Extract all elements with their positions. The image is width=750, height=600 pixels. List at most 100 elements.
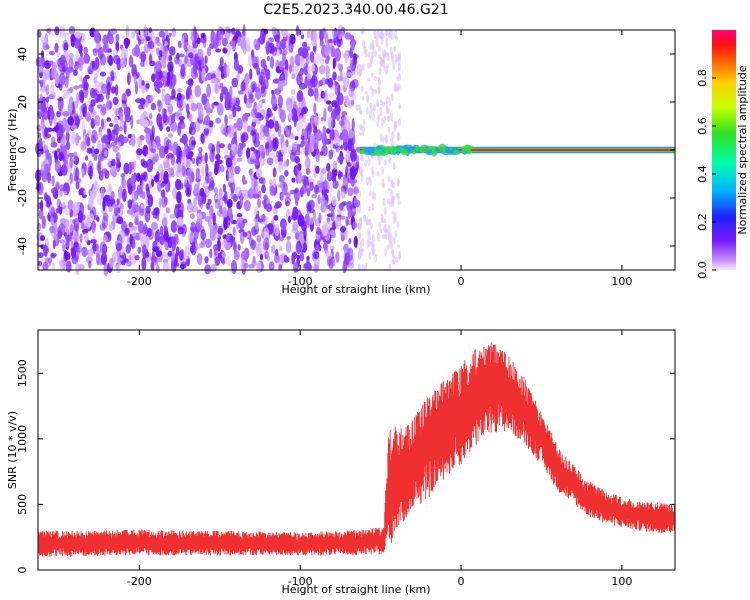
spectrogram-cell xyxy=(362,39,365,49)
spectrogram-cell xyxy=(47,26,52,35)
spectrogram-cell xyxy=(377,113,381,122)
spectrogram-cell xyxy=(372,248,376,254)
spectrogram-cell xyxy=(43,112,49,121)
spectrogram-cell xyxy=(374,50,378,57)
spectrogram-cell xyxy=(332,57,336,70)
spectrogram-cell xyxy=(193,197,197,207)
spectrogram-cell xyxy=(320,194,325,208)
spectrogram-cell xyxy=(278,60,284,71)
spectrogram-cell xyxy=(190,222,197,233)
snr-x-ticks: -200 -100 0 100 xyxy=(127,330,632,588)
spectrogram-cell xyxy=(181,162,185,176)
spectrogram-cell xyxy=(58,151,64,162)
spectrogram-cell xyxy=(40,235,46,242)
spectrogram-cell xyxy=(110,86,116,94)
spectrogram-cell xyxy=(270,44,275,54)
spectrogram-cell xyxy=(102,34,109,46)
spectrogram-cell xyxy=(280,80,288,86)
spectrogram-cell xyxy=(384,234,388,240)
spectrogram-cell xyxy=(207,216,212,228)
spectrogram-cell xyxy=(213,82,220,95)
spectrogram-cell xyxy=(106,160,111,167)
spectrogram-cell xyxy=(167,133,174,138)
spectrogram-cell xyxy=(134,254,140,261)
spectrogram-cell xyxy=(284,45,292,51)
spectrogram-cell xyxy=(220,124,227,135)
spectrogram-cell xyxy=(218,64,224,71)
spectrogram-cell xyxy=(395,256,399,263)
spectrogram-cell xyxy=(73,201,80,215)
spectrogram-cell xyxy=(263,227,270,238)
spectrogram-cell xyxy=(209,205,214,219)
spectrogram-cell xyxy=(177,162,182,174)
spectrogram-cell xyxy=(379,99,383,106)
spectrogram-cell xyxy=(146,158,154,173)
spectrogram-cell xyxy=(161,108,167,121)
spectrogram-cell xyxy=(74,39,81,49)
spectrogram-cell xyxy=(344,49,349,64)
spectrogram-cell xyxy=(291,227,299,233)
spectrogram-cell xyxy=(319,37,324,47)
spectrogram-cell xyxy=(152,246,159,252)
spectrogram-cell xyxy=(68,218,74,233)
spectrogram-cell xyxy=(376,170,380,177)
spectrogram-cell xyxy=(195,192,200,201)
snr-frame xyxy=(37,329,676,571)
spectrogram-cell xyxy=(299,143,304,148)
spectrogram-cell xyxy=(385,96,389,105)
spectrogram-cell xyxy=(121,92,128,101)
signal-blob xyxy=(374,149,383,157)
spectrogram-cell xyxy=(294,136,299,141)
spectrogram-cell xyxy=(274,34,280,43)
spectrogram-cell xyxy=(250,107,258,119)
spectrogram-cell xyxy=(368,252,372,260)
spectrogram-cell xyxy=(351,118,355,132)
spectrogram-cell xyxy=(198,146,203,154)
spectrogram-cell xyxy=(281,28,289,38)
spectrogram-cell xyxy=(150,94,154,102)
spectrogram-cell xyxy=(252,130,257,144)
spectrogram-cell xyxy=(277,156,282,163)
spectrogram-cell xyxy=(256,261,262,274)
spectrogram-cell xyxy=(77,56,85,66)
spectrogram-cell xyxy=(233,35,239,41)
spectrogram-cell xyxy=(82,120,86,133)
spectrogram-cell xyxy=(80,140,87,151)
spectrogram-cell xyxy=(145,83,150,89)
spectrogram-cell xyxy=(398,250,402,260)
spectrogram-cell xyxy=(386,63,390,69)
spectrogram-cell xyxy=(44,127,49,137)
spectrogram-cell xyxy=(369,102,373,108)
spectrogram-cell xyxy=(337,63,343,69)
spectrogram-cell xyxy=(201,93,208,106)
y-tick-label: 0 xyxy=(16,147,29,154)
spectrogram-cell xyxy=(196,213,202,219)
spectrogram-cell xyxy=(390,140,394,146)
spectrogram-cell xyxy=(221,86,228,95)
spectrogram-cell xyxy=(320,116,325,122)
spectrogram-cell xyxy=(156,213,160,221)
spectrogram-cell xyxy=(259,146,263,154)
spectrogram-cell xyxy=(369,85,373,91)
spectrogram-cell xyxy=(119,57,127,68)
spectrogram-cell xyxy=(145,30,149,35)
spectrogram-cell xyxy=(115,40,120,52)
spectrogram-cell xyxy=(383,159,387,167)
spectrogram-cell xyxy=(328,38,335,43)
spectrogram-cell xyxy=(229,236,236,243)
spectrogram-cell xyxy=(291,252,296,265)
spectrogram-cell xyxy=(350,99,355,106)
spectrogram-cell xyxy=(398,118,401,126)
spectrogram-cell xyxy=(304,128,307,143)
spectrogram-cell xyxy=(189,94,194,105)
spectrogram-cell xyxy=(100,187,105,200)
spectrogram-cell xyxy=(103,194,111,202)
spectrogram-cell xyxy=(309,216,315,225)
spectrogram-cell xyxy=(90,239,97,244)
spectrogram-cell xyxy=(266,55,270,62)
spectrogram-cell xyxy=(145,251,150,258)
spectrogram-cell xyxy=(326,255,332,266)
spectrogram-cell xyxy=(230,260,238,274)
spectrogram-cell xyxy=(359,171,363,177)
spectrogram-cell xyxy=(364,48,368,58)
